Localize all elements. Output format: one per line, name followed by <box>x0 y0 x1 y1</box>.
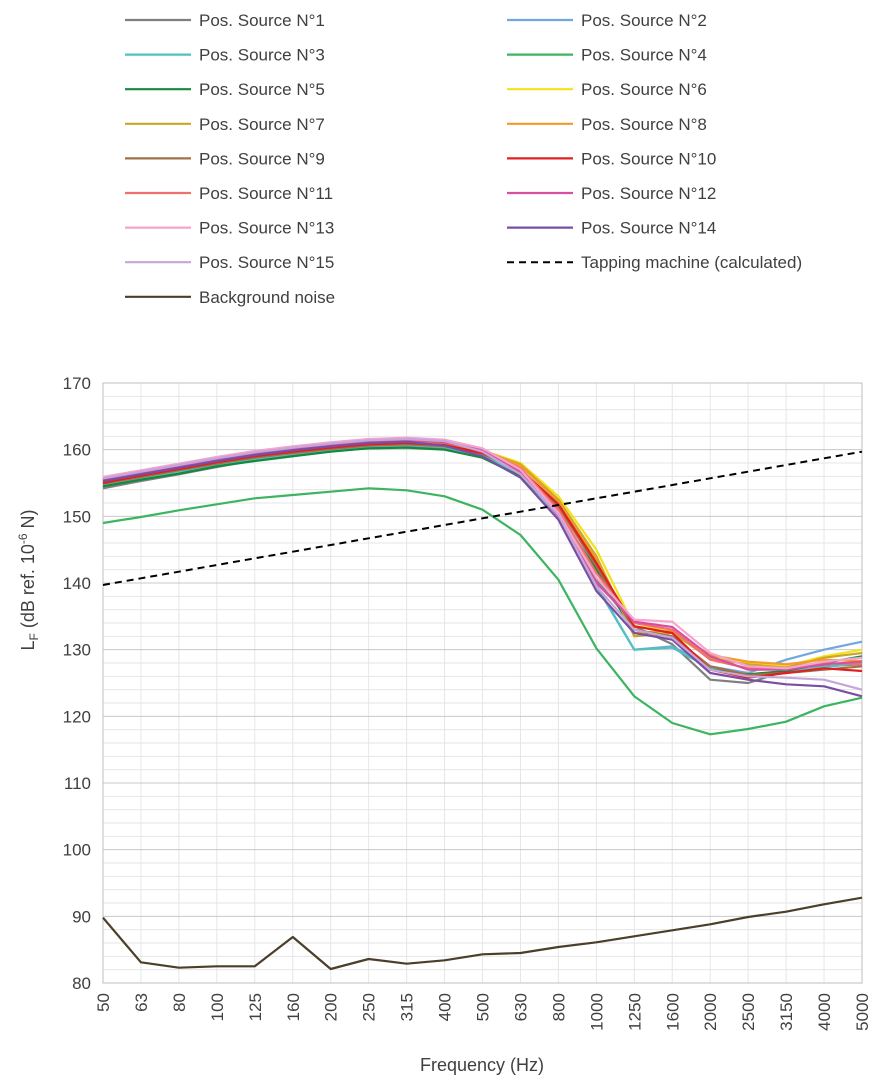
legend-label: Pos. Source N°13 <box>199 219 334 238</box>
x-tick-label: 80 <box>170 993 189 1012</box>
x-tick-label: 1000 <box>587 993 606 1031</box>
y-axis-title-end: N) <box>18 509 38 533</box>
legend-label: Pos. Source N°12 <box>581 184 716 203</box>
x-tick-label: 50 <box>94 993 113 1012</box>
x-tick-label: 500 <box>474 993 493 1021</box>
series-line <box>102 487 863 736</box>
x-tick-label: 2000 <box>701 993 720 1031</box>
plot-area <box>102 382 863 984</box>
y-tick-label: 80 <box>72 974 91 993</box>
legend-label: Pos. Source N°9 <box>199 149 325 168</box>
legend-label: Tapping machine (calculated) <box>581 253 802 272</box>
y-axis-title-sub: F <box>27 633 41 640</box>
legend-label: Background noise <box>199 288 335 307</box>
y-tick-label: 170 <box>63 374 91 393</box>
series-line <box>102 896 863 971</box>
y-axis-title: LF (dB ref. 10-6 N) <box>16 509 41 650</box>
y-axis-title-main: L <box>18 641 38 651</box>
y-axis-tick-labels: 80 90 100 110 120 130 140 150 160 170 <box>63 374 91 993</box>
x-tick-label: 3150 <box>777 993 796 1031</box>
y-tick-label: 110 <box>64 774 91 793</box>
legend-label: Pos. Source N°1 <box>199 11 325 30</box>
y-axis-title-sup: -6 <box>16 533 30 544</box>
svg-text:LF (dB ref. 10-6 N): LF (dB ref. 10-6 N) <box>16 509 41 650</box>
legend-label: Pos. Source N°10 <box>581 149 716 168</box>
series-line <box>102 439 863 671</box>
legend-label: Pos. Source N°3 <box>199 46 325 65</box>
legend-label: Pos. Source N°14 <box>581 219 716 238</box>
y-tick-label: 140 <box>63 574 91 593</box>
x-tick-label: 100 <box>208 993 227 1021</box>
x-tick-label: 4000 <box>815 993 834 1031</box>
legend-label: Pos. Source N°4 <box>581 46 707 65</box>
series-line <box>102 436 863 670</box>
y-tick-label: 90 <box>72 907 91 926</box>
x-tick-label: 125 <box>246 993 265 1021</box>
y-axis-title-rest: (dB ref. 10 <box>18 544 38 633</box>
legend-label: Pos. Source N°2 <box>581 11 707 30</box>
legend-label: Pos. Source N°7 <box>199 115 325 134</box>
minor-gridlines <box>102 383 863 983</box>
y-tick-label: 120 <box>63 707 91 726</box>
series-line <box>102 450 863 586</box>
x-tick-label: 1250 <box>625 993 644 1031</box>
x-tick-label: 315 <box>398 993 417 1021</box>
y-tick-label: 130 <box>63 641 91 660</box>
legend-label: Pos. Source N°11 <box>199 184 333 203</box>
series-line <box>102 437 863 691</box>
x-tick-label: 250 <box>360 993 379 1021</box>
x-tick-label: 63 <box>132 993 151 1012</box>
x-tick-label: 160 <box>284 993 303 1021</box>
plot-border <box>102 382 863 984</box>
x-tick-label: 400 <box>436 993 455 1021</box>
x-axis-title: Frequency (Hz) <box>420 1055 544 1075</box>
legend: Pos. Source N°1 Pos. Source N°2 Pos. Sourc… <box>125 11 802 307</box>
series-lines <box>102 436 863 971</box>
y-tick-label: 150 <box>63 507 91 526</box>
x-tick-label: 5000 <box>853 993 872 1031</box>
legend-label: Pos. Source N°15 <box>199 253 334 272</box>
legend-label: Pos. Source N°6 <box>581 80 707 99</box>
y-tick-label: 100 <box>63 841 91 860</box>
legend-label: Pos. Source N°5 <box>199 80 325 99</box>
x-tick-label: 800 <box>549 993 568 1021</box>
x-axis-tick-labels: 50 63 80 100 125 160 200 250 315 400 500 630 800 1000… <box>94 993 872 1031</box>
x-tick-label: 1600 <box>663 993 682 1031</box>
x-tick-label: 630 <box>511 993 530 1021</box>
x-tick-label: 200 <box>322 993 341 1021</box>
x-tick-label: 2500 <box>739 993 758 1031</box>
legend-label: Pos. Source N°8 <box>581 115 707 134</box>
y-tick-label: 160 <box>63 441 91 460</box>
series-line <box>102 440 863 698</box>
